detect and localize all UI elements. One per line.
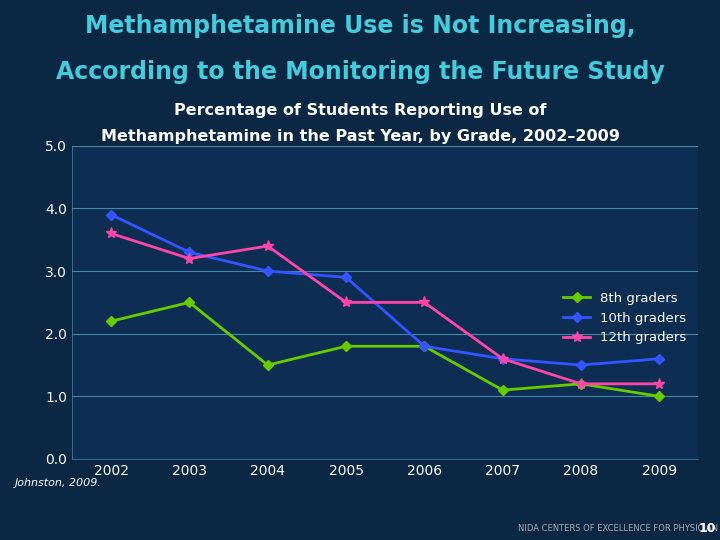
10th graders xyxy=(185,249,194,255)
Line: 12th graders: 12th graders xyxy=(106,228,665,389)
Text: According to the Monitoring the Future Study: According to the Monitoring the Future S… xyxy=(55,59,665,84)
Line: 10th graders: 10th graders xyxy=(108,211,662,368)
10th graders xyxy=(498,355,507,362)
Text: 10: 10 xyxy=(698,522,716,535)
Text: Methamphetamine in the Past Year, by Grade, 2002–2009: Methamphetamine in the Past Year, by Gra… xyxy=(101,129,619,144)
Text: Percentage of Students Reporting Use of: Percentage of Students Reporting Use of xyxy=(174,103,546,118)
8th graders xyxy=(577,381,585,387)
8th graders xyxy=(107,318,115,325)
Legend: 8th graders, 10th graders, 12th graders: 8th graders, 10th graders, 12th graders xyxy=(558,287,692,349)
12th graders xyxy=(655,381,664,387)
8th graders xyxy=(264,362,272,368)
12th graders xyxy=(264,243,272,249)
8th graders xyxy=(420,343,428,349)
Text: Johnston, 2009.: Johnston, 2009. xyxy=(14,478,102,488)
10th graders xyxy=(655,355,664,362)
10th graders xyxy=(577,362,585,368)
Text: NIDA CENTERS OF EXCELLENCE FOR PHYSICIAN INFORMATION: NIDA CENTERS OF EXCELLENCE FOR PHYSICIAN… xyxy=(518,524,720,533)
8th graders xyxy=(185,299,194,306)
8th graders xyxy=(498,387,507,393)
12th graders xyxy=(577,381,585,387)
12th graders xyxy=(498,355,507,362)
8th graders xyxy=(342,343,351,349)
8th graders xyxy=(655,393,664,400)
10th graders xyxy=(264,268,272,274)
10th graders xyxy=(420,343,428,349)
Text: Methamphetamine Use is Not Increasing,: Methamphetamine Use is Not Increasing, xyxy=(85,14,635,38)
10th graders xyxy=(107,212,115,218)
12th graders xyxy=(107,230,115,237)
12th graders xyxy=(185,255,194,262)
12th graders xyxy=(420,299,428,306)
Line: 8th graders: 8th graders xyxy=(108,299,662,400)
12th graders xyxy=(342,299,351,306)
10th graders xyxy=(342,274,351,281)
